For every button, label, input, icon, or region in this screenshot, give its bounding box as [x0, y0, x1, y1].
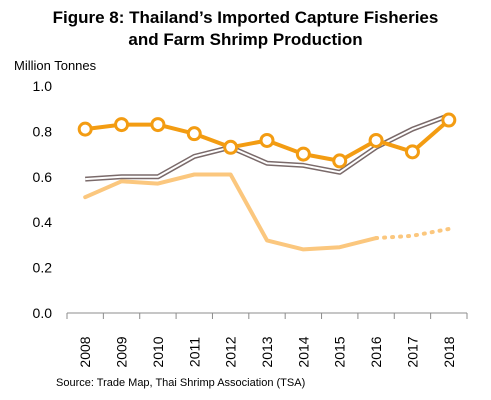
series-line-light-orange-solid	[83, 172, 379, 252]
x-tick-label: 2010	[150, 336, 166, 367]
series-marker-orange	[150, 117, 166, 133]
x-axis: 2008 2009 2010 2011 2012 2013 2014 2015 2016 2017…	[66, 312, 468, 368]
series-marker-orange	[441, 112, 457, 128]
series-marker-orange	[186, 126, 202, 142]
x-tick-label: 2016	[368, 336, 384, 367]
y-tick-label: 0.6	[33, 169, 53, 185]
series-marker-orange	[223, 139, 239, 155]
x-tick-label: 2009	[114, 336, 130, 367]
y-tick-label: 0.8	[33, 123, 53, 139]
x-tick-label: 2013	[259, 336, 275, 367]
series-marker-orange	[332, 153, 348, 169]
series-marker-orange	[259, 132, 275, 148]
series-layer	[77, 112, 457, 252]
y-axis-ticks: 0.0 0.2 0.4 0.6 0.8 1.0	[33, 78, 53, 321]
x-tick-label: 2017	[404, 336, 420, 367]
series-marker-orange	[295, 146, 311, 162]
series-marker-orange	[77, 121, 93, 137]
y-tick-label: 0.0	[33, 305, 53, 321]
y-tick-label: 0.4	[33, 214, 53, 230]
y-axis-label: Million Tonnes	[14, 58, 97, 73]
y-tick-label: 0.2	[33, 260, 53, 276]
series-line-light-orange-dotted	[374, 227, 451, 241]
x-tick-label: 2015	[332, 336, 348, 367]
chart-title-line-2: and Farm Shrimp Production	[128, 30, 363, 49]
x-tick-label: 2012	[223, 336, 239, 367]
x-tick-label: 2011	[186, 337, 202, 367]
series-line-brown-core	[85, 114, 450, 181]
x-tick-label: 2014	[295, 336, 311, 367]
series-marker-orange	[404, 144, 420, 160]
series-marker-orange	[368, 132, 384, 148]
x-tick-label: 2018	[441, 336, 457, 367]
x-tick-label: 2008	[77, 336, 93, 367]
y-tick-label: 1.0	[33, 78, 53, 94]
series-marker-orange	[114, 117, 130, 133]
source-note: Source: Trade Map, Thai Shrimp Associati…	[56, 377, 306, 389]
chart-title-line-1: Figure 8: Thailand’s Imported Capture Fi…	[52, 8, 439, 27]
